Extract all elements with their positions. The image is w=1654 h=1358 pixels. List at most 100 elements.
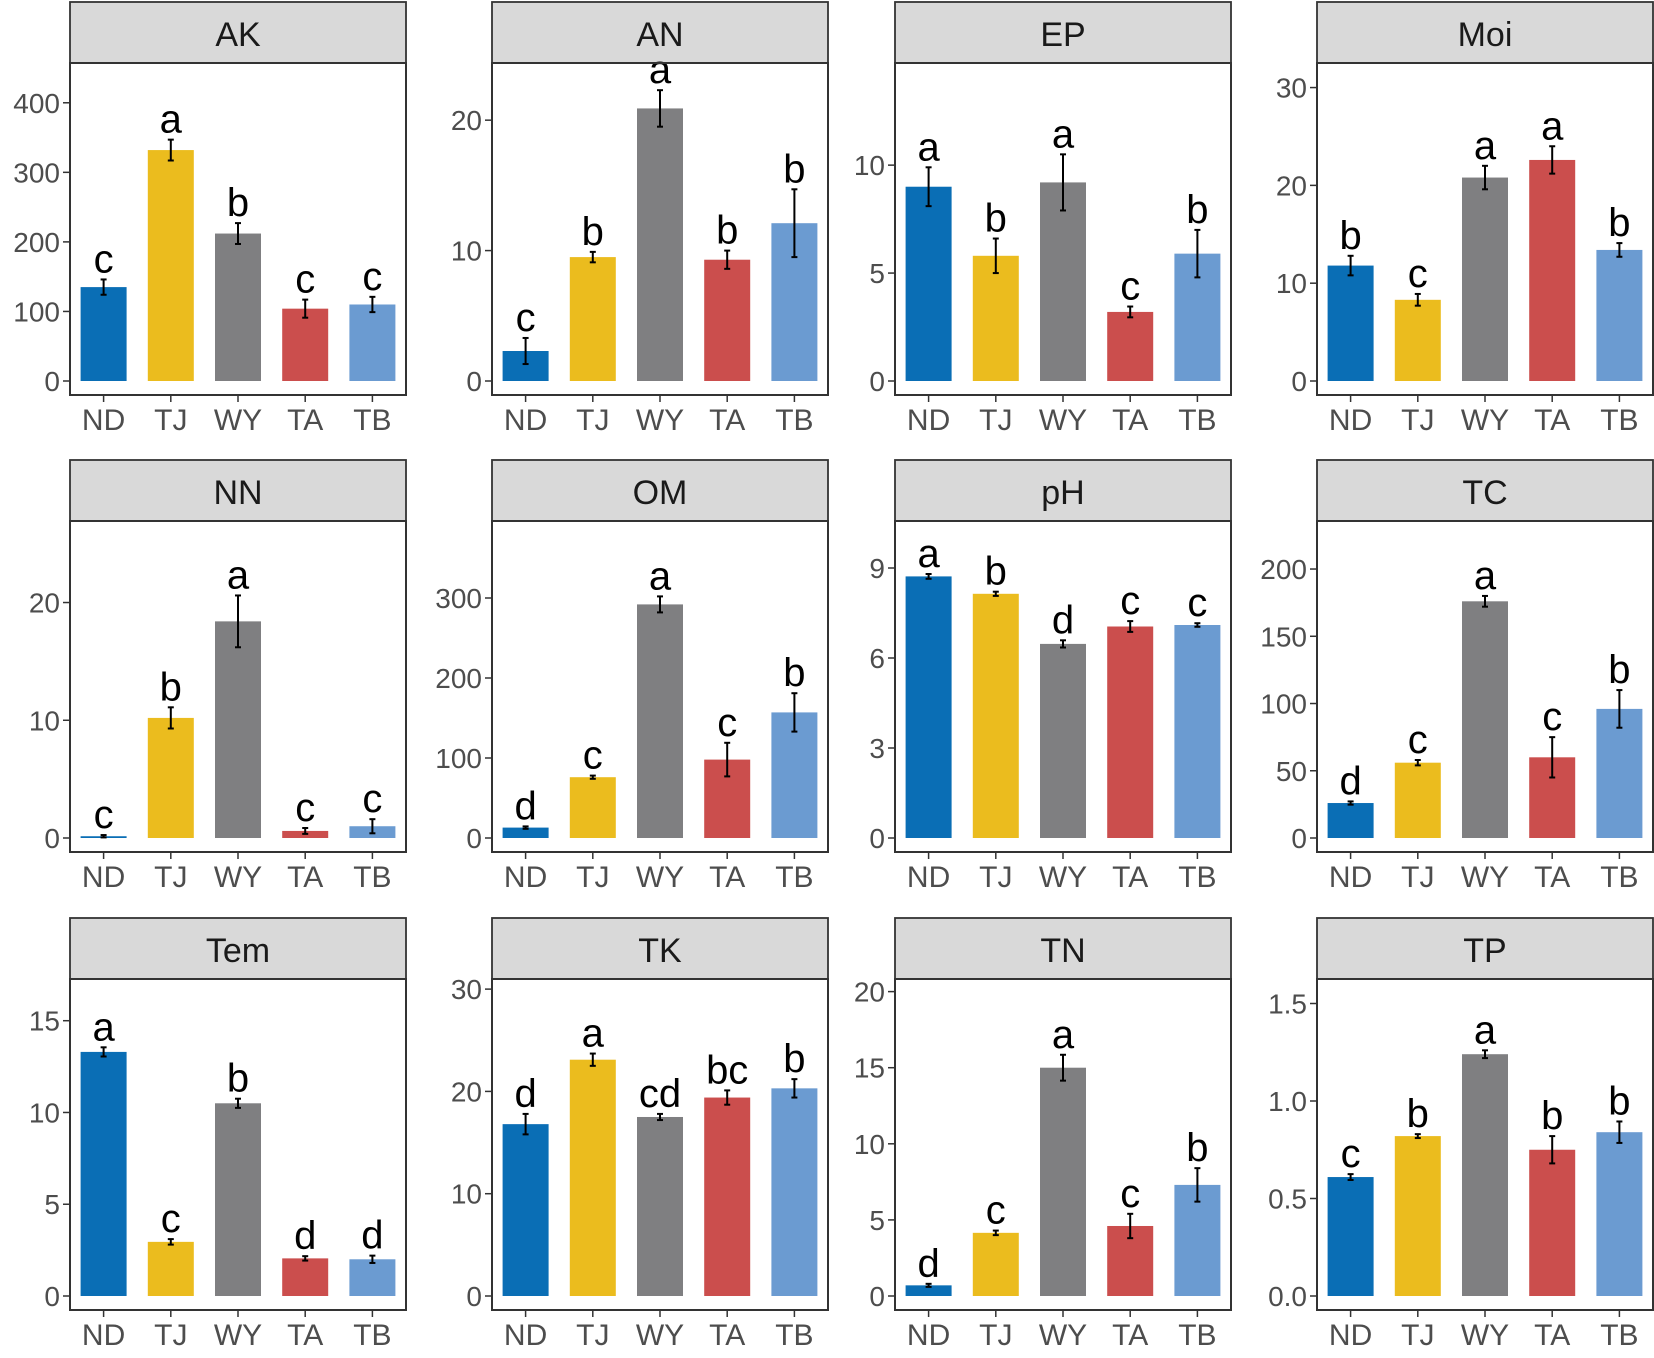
bar-tk-tj: [569, 1059, 616, 1296]
strip-label-om: OM: [633, 474, 688, 512]
sig-letter-tn-tj: c: [986, 1189, 1006, 1233]
bar-ak-tb: [349, 304, 396, 381]
ytick-label: 0.5: [1268, 1184, 1307, 1215]
xtick-label-ta: TA: [1534, 1319, 1570, 1352]
bar-tk-wy: [637, 1116, 683, 1296]
xtick-label-tb: TB: [1178, 861, 1216, 894]
panel-border-ep: [894, 62, 1232, 396]
bar-ak-ta: [282, 308, 329, 381]
strip-label-ep: EP: [1040, 16, 1085, 54]
sig-letter-ak-ta: c: [295, 258, 315, 302]
sig-letter-an-tj: b: [582, 210, 604, 254]
xtick-label-tj: TJ: [154, 1319, 187, 1352]
sig-letter-tc-ta: c: [1542, 695, 1562, 739]
sig-letter-moi-ta: a: [1541, 104, 1564, 148]
xtick-label-nd: ND: [82, 1319, 125, 1352]
ytick-label: 300: [435, 583, 482, 614]
bar-tp-wy: [1462, 1054, 1508, 1296]
panel-tem: Tem 0 5 10 15 a ND c TJ b WY d TA d TB: [29, 917, 407, 1352]
sig-letter-om-tj: c: [583, 734, 603, 778]
ytick-label: 20: [854, 977, 885, 1008]
sig-letter-om-nd: d: [514, 784, 536, 828]
xtick-label-wy: WY: [1039, 861, 1087, 894]
xtick-label-tb: TB: [353, 404, 391, 437]
ytick-label: 10: [1276, 268, 1307, 299]
panel-border-nn: [69, 520, 407, 853]
xtick-label-tj: TJ: [979, 861, 1012, 894]
bar-ak-tj: [147, 150, 194, 381]
sig-letter-nn-wy: a: [227, 553, 250, 597]
ytick-label: 0: [466, 823, 482, 854]
bar-tn-tj: [972, 1232, 1019, 1296]
sig-letter-tp-nd: c: [1341, 1132, 1361, 1176]
sig-letter-ph-wy: d: [1052, 598, 1074, 642]
xtick-label-ta: TA: [709, 1319, 745, 1352]
xtick-label-tb: TB: [775, 861, 813, 894]
sig-letter-ak-wy: b: [227, 181, 249, 225]
xtick-label-tj: TJ: [154, 404, 187, 437]
xtick-label-ta: TA: [287, 861, 323, 894]
ytick-label: 100: [435, 743, 482, 774]
bar-tem-ta: [282, 1258, 329, 1296]
sig-letter-tc-tb: b: [1608, 648, 1630, 692]
strip-moi: [1316, 1, 1654, 64]
bar-an-wy: [637, 108, 683, 381]
panel-border-tc: [1316, 520, 1654, 853]
ytick-label: 0: [869, 1281, 885, 1312]
sig-letter-tem-ta: d: [294, 1214, 316, 1258]
sig-letter-an-ta: b: [716, 209, 738, 253]
bar-tem-wy: [215, 1103, 261, 1296]
bar-moi-ta: [1529, 159, 1576, 381]
bar-ph-nd: [905, 576, 952, 838]
sig-letter-om-tb: b: [783, 651, 805, 695]
strip-tn: [894, 917, 1232, 980]
panel-tc: TC 0 50 100 150 200 d ND c TJ a WY c TA b TB: [1260, 459, 1654, 894]
ytick-label: 20: [451, 1076, 482, 1107]
ytick-label: 10: [29, 1097, 60, 1128]
sig-letter-ep-wy: a: [1052, 112, 1075, 156]
strip-label-ph: pH: [1041, 474, 1084, 512]
sig-letter-tn-tb: b: [1186, 1126, 1208, 1170]
panel-border-moi: [1316, 62, 1654, 396]
xtick-label-nd: ND: [1329, 861, 1372, 894]
panel-om: OM 0 100 200 300 d ND c TJ a WY c TA b TB: [435, 459, 829, 894]
sig-letter-tem-tb: d: [361, 1214, 383, 1258]
sig-letter-tk-tj: a: [582, 1012, 605, 1056]
bar-tp-tj: [1394, 1136, 1441, 1296]
sig-letter-tem-wy: b: [227, 1057, 249, 1101]
xtick-label-nd: ND: [82, 404, 125, 437]
xtick-label-wy: WY: [1461, 861, 1509, 894]
bar-tn-wy: [1040, 1067, 1086, 1296]
ytick-label: 0: [44, 823, 60, 854]
ytick-label: 150: [1260, 621, 1307, 652]
xtick-label-tj: TJ: [1401, 404, 1434, 437]
xtick-label-wy: WY: [1461, 404, 1509, 437]
ytick-label: 300: [13, 157, 60, 188]
xtick-label-tb: TB: [1178, 404, 1216, 437]
bar-ep-ta: [1107, 311, 1154, 381]
xtick-label-ta: TA: [1534, 861, 1570, 894]
ytick-label: 9: [869, 553, 885, 584]
xtick-label-wy: WY: [1461, 1319, 1509, 1352]
bar-tem-tb: [349, 1259, 396, 1296]
xtick-label-ta: TA: [1112, 404, 1148, 437]
sig-letter-tc-nd: d: [1339, 759, 1361, 803]
ytick-label: 20: [29, 588, 60, 619]
ytick-label: 10: [451, 236, 482, 267]
panel-border-tem: [69, 978, 407, 1311]
ytick-label: 200: [1260, 554, 1307, 585]
bar-tc-nd: [1327, 803, 1374, 838]
panel-nn: NN 0 10 20 c ND b TJ a WY c TA c TB: [29, 459, 407, 894]
ytick-label: 0: [44, 1281, 60, 1312]
sig-letter-tn-ta: c: [1120, 1172, 1140, 1216]
sig-letter-tc-tj: c: [1408, 718, 1428, 762]
bar-moi-wy: [1462, 177, 1508, 381]
sig-letter-tp-wy: a: [1474, 1008, 1497, 1052]
strip-ep: [894, 1, 1232, 64]
sig-letter-ph-ta: c: [1120, 579, 1140, 623]
panel-ep: EP 0 5 10 a ND b TJ a WY c TA b TB: [854, 1, 1232, 437]
bar-tn-tb: [1174, 1184, 1221, 1296]
sig-letter-moi-wy: a: [1474, 124, 1497, 168]
ytick-label: 10: [854, 150, 885, 181]
xtick-label-tb: TB: [353, 861, 391, 894]
